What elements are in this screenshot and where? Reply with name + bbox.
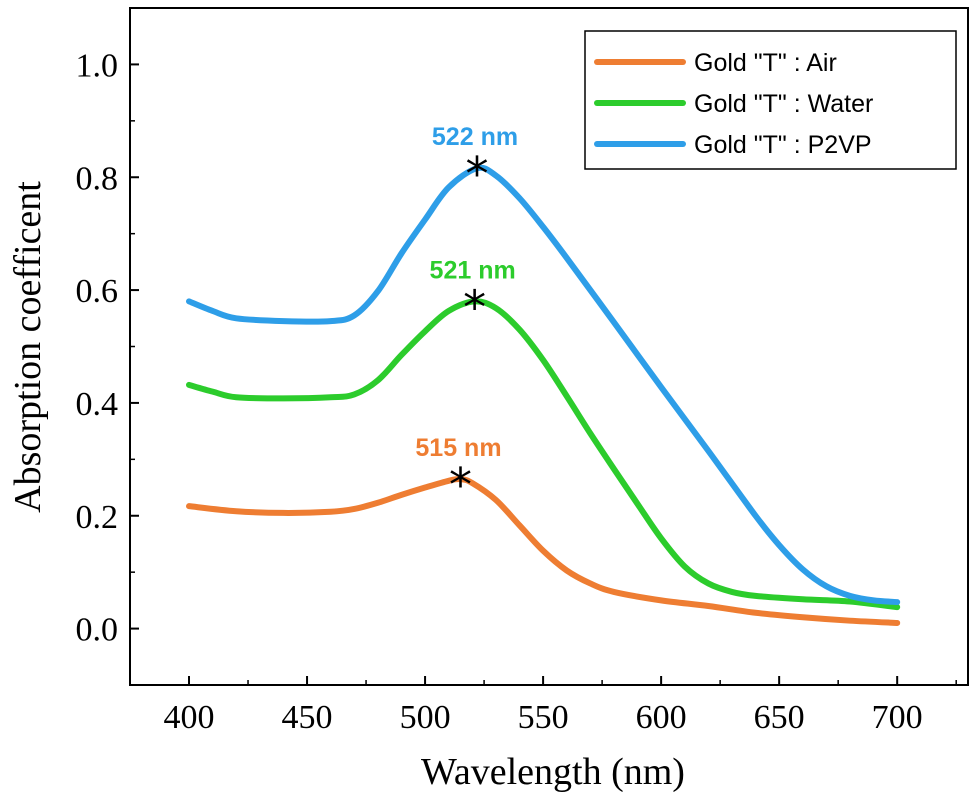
x-tick-label: 450 — [282, 699, 333, 736]
series-lines — [186, 164, 901, 626]
series-line-0 — [186, 475, 901, 626]
peak-marker: * — [466, 147, 489, 201]
peak-label: 521 nm — [430, 256, 516, 284]
y-tick-label: 0.6 — [76, 273, 119, 310]
peak-marker: * — [449, 458, 472, 512]
peak-annotations: *522 nm*521 nm*515 nm — [415, 123, 518, 512]
peak-label: 515 nm — [415, 434, 501, 462]
peak-marker: * — [463, 280, 486, 334]
series-line-2 — [186, 164, 901, 606]
y-tick-label: 0.0 — [76, 612, 119, 649]
peak-label: 522 nm — [432, 123, 518, 151]
y-tick-label: 1.0 — [76, 47, 119, 84]
x-tick-label: 500 — [400, 699, 451, 736]
x-tick-label: 600 — [636, 699, 687, 736]
x-tick-label: 550 — [518, 699, 569, 736]
tick-labels: 400 450 500 550 600 650 700 0.0 0.2 0.4 0.6 0.8 1.0 — [76, 47, 923, 736]
legend: Gold "T" : Air Gold "T" : Water Gold "T" :… — [584, 30, 957, 170]
legend-label: Gold "T" : Water — [694, 90, 873, 118]
y-tick-label: 0.8 — [76, 160, 119, 197]
x-tick-label: 650 — [754, 699, 805, 736]
series-line-1 — [186, 298, 901, 611]
y-tick-label: 0.4 — [76, 386, 119, 423]
y-tick-label: 0.2 — [76, 499, 119, 536]
legend-label: Gold "T" : P2VP — [694, 131, 872, 159]
axis-ticks — [130, 7, 957, 686]
x-tick-label: 700 — [872, 699, 923, 736]
y-axis-title: Absorption coefficent — [7, 181, 49, 513]
legend-label: Gold "T" : Air — [694, 49, 837, 77]
x-axis-title: Wavelength (nm) — [421, 751, 685, 793]
x-tick-label: 400 — [164, 699, 215, 736]
